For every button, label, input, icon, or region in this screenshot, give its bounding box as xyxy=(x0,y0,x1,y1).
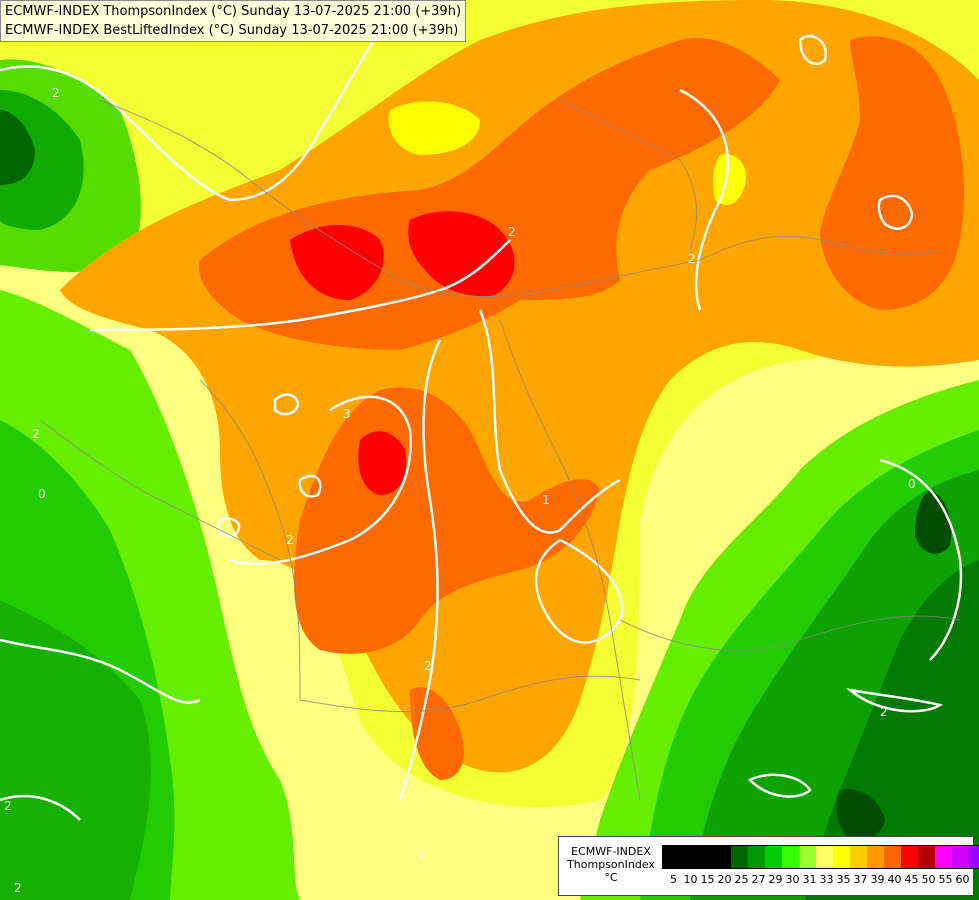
legend-tick: 33 xyxy=(819,873,834,886)
contour-label: 0 xyxy=(908,477,916,491)
legend-tick: 55 xyxy=(938,873,953,886)
legend-swatch xyxy=(816,846,833,868)
legend-unit: °C xyxy=(604,871,618,884)
legend-tick: 30 xyxy=(785,873,800,886)
legend-swatch xyxy=(765,846,782,868)
contour-label: 2 xyxy=(286,533,294,547)
legend-tick: 35 xyxy=(836,873,851,886)
contour-label: 2 xyxy=(52,86,60,100)
legend-swatch xyxy=(663,846,680,868)
map-title-line-2: ECMWF-INDEX BestLiftedIndex (°C) Sunday … xyxy=(5,23,459,38)
contour-label: 3 xyxy=(343,407,351,421)
legend-swatch xyxy=(867,846,884,868)
legend-swatch xyxy=(850,846,867,868)
contour-label: 2 xyxy=(418,847,426,861)
legend-ticks: 5 10 15 20 25 27 29 30 31 33 35 37 39 40 45 50 55 60 xyxy=(665,873,971,886)
legend-swatches xyxy=(662,845,979,869)
contour-label: 2 xyxy=(32,427,40,441)
contour-label: 2 xyxy=(4,799,12,813)
legend-label: ECMWF-INDEX ThompsonIndex °C xyxy=(563,845,659,884)
contour-label: 1 xyxy=(542,493,550,507)
legend-tick: 20 xyxy=(717,873,732,886)
legend-swatch xyxy=(901,846,918,868)
legend-tick: 50 xyxy=(921,873,936,886)
contour-label: 0 xyxy=(38,487,46,501)
legend-tick: 60 xyxy=(955,873,970,886)
legend-subtitle: ThompsonIndex xyxy=(567,858,655,871)
legend-tick: 45 xyxy=(904,873,919,886)
legend-swatch xyxy=(918,846,935,868)
legend-swatch xyxy=(714,846,731,868)
legend-tick: 31 xyxy=(802,873,817,886)
legend-swatch xyxy=(935,846,952,868)
legend-tick: 37 xyxy=(853,873,868,886)
legend-swatch xyxy=(952,846,969,868)
contour-label: 2 xyxy=(880,705,888,719)
legend-tick: 39 xyxy=(870,873,885,886)
legend-tick: 10 xyxy=(683,873,698,886)
legend-swatch xyxy=(731,846,748,868)
legend-tick: 40 xyxy=(887,873,902,886)
legend-swatch xyxy=(884,846,901,868)
legend-swatch xyxy=(782,846,799,868)
legend-swatch xyxy=(697,846,714,868)
legend-swatch xyxy=(969,846,979,868)
legend-swatch xyxy=(748,846,765,868)
legend-swatch xyxy=(833,846,850,868)
legend-tick: 5 xyxy=(670,873,677,886)
legend-swatch xyxy=(680,846,697,868)
color-legend: ECMWF-INDEX ThompsonIndex °C 5 10 15 20 25 27… xyxy=(558,836,979,896)
contour-label: 2 xyxy=(508,225,516,239)
legend-tick: 27 xyxy=(751,873,766,886)
contour-label: 2 xyxy=(688,252,696,266)
legend-swatch xyxy=(799,846,816,868)
legend-tick: 29 xyxy=(768,873,783,886)
contour-label: 2 xyxy=(424,659,432,673)
legend-tick: 25 xyxy=(734,873,749,886)
map-title-line-1: ECMWF-INDEX ThompsonIndex (°C) Sunday 13… xyxy=(5,4,462,19)
map-title-box: ECMWF-INDEX ThompsonIndex (°C) Sunday 13… xyxy=(0,0,467,42)
legend-tick: 15 xyxy=(700,873,715,886)
legend-title: ECMWF-INDEX xyxy=(571,845,651,858)
contour-label: 2 xyxy=(14,881,22,895)
